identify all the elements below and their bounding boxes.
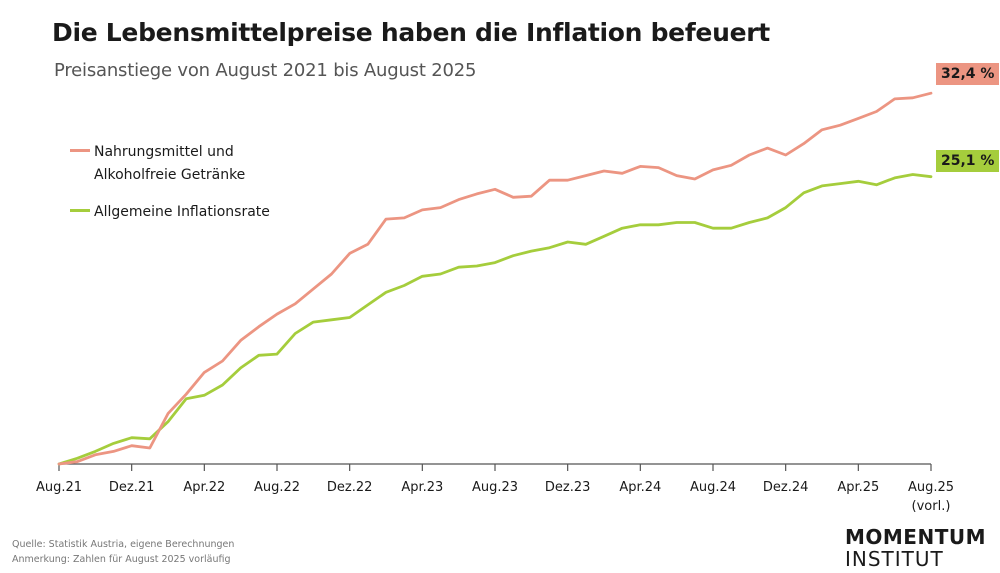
chart-subtitle: Preisanstiege von August 2021 bis August…	[54, 60, 477, 81]
legend-item-general: Allgemeine Inflationsrate	[70, 201, 270, 224]
legend-swatch-general	[70, 208, 90, 212]
x-tick-label: Dez.21	[109, 480, 155, 495]
series-line-food	[57, 91, 933, 466]
logo-line1: MOMENTUM	[845, 525, 986, 549]
x-tick-label: Dez.22	[327, 480, 373, 495]
legend-label-food-line1: Nahrungsmittel und	[94, 144, 234, 160]
x-tick-label: Apr.24	[619, 480, 661, 495]
x-tick-label: Aug.21	[36, 480, 82, 495]
x-tick-label: Aug.23	[472, 480, 518, 495]
x-tick-label: Dez.24	[763, 480, 809, 495]
legend-swatch-food	[70, 148, 90, 152]
x-tick-label: Aug.25	[908, 480, 954, 495]
x-tick-label: Apr.22	[183, 480, 225, 495]
x-tick-label: Aug.24	[690, 480, 736, 495]
x-tick-label: Aug.22	[254, 480, 300, 495]
remark-note: Anmerkung: Zahlen für August 2025 vorläu…	[12, 554, 231, 565]
momentum-logo: MOMENTUM INSTITUT	[845, 526, 986, 570]
legend-label-general: Allgemeine Inflationsrate	[94, 204, 270, 220]
chart-title: Die Lebensmittelpreise haben die Inflati…	[52, 18, 770, 47]
legend-label-food-line2: Alkoholfreie Getränke	[94, 167, 246, 183]
end-label-food: 32,4 %	[936, 63, 1000, 85]
x-tick-label: Dez.23	[545, 480, 591, 495]
x-tick-sublabel: (vorl.)	[912, 499, 951, 514]
series-line-general	[57, 173, 933, 466]
logo-line2: INSTITUT	[845, 547, 944, 571]
source-note: Quelle: Statistik Austria, eigene Berech…	[12, 539, 235, 550]
x-tick-label: Apr.23	[401, 480, 443, 495]
legend-item-food: Nahrungsmittel und Alkoholfreie Getränke	[70, 141, 245, 187]
footer-notes: Quelle: Statistik Austria, eigene Berech…	[12, 537, 234, 567]
x-tick-label: Apr.25	[837, 480, 879, 495]
end-label-general: 25,1 %	[936, 150, 1000, 172]
